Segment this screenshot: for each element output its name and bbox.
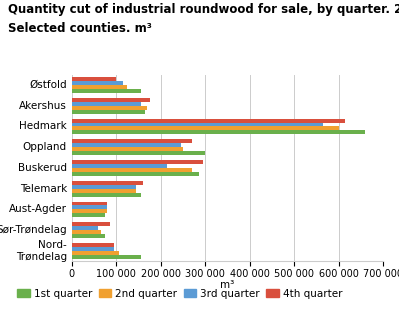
Bar: [72, 230, 101, 234]
Bar: [72, 130, 365, 134]
Bar: [72, 102, 141, 106]
Bar: [72, 81, 123, 85]
Bar: [72, 118, 345, 123]
Bar: [72, 110, 145, 114]
Bar: [72, 247, 114, 251]
X-axis label: m³: m³: [220, 280, 235, 290]
Bar: [72, 226, 99, 230]
Bar: [72, 181, 143, 185]
Text: Selected counties. m³: Selected counties. m³: [8, 22, 152, 35]
Bar: [72, 77, 116, 81]
Bar: [72, 251, 119, 255]
Bar: [72, 164, 168, 168]
Bar: [72, 234, 105, 238]
Bar: [72, 243, 114, 247]
Bar: [72, 85, 127, 89]
Bar: [72, 209, 107, 213]
Legend: 1st quarter, 2nd quarter, 3rd quarter, 4th quarter: 1st quarter, 2nd quarter, 3rd quarter, 4…: [13, 284, 346, 303]
Bar: [72, 255, 141, 259]
Bar: [72, 151, 205, 155]
Bar: [72, 160, 203, 164]
Bar: [72, 202, 107, 206]
Bar: [72, 127, 339, 130]
Bar: [72, 172, 199, 176]
Bar: [72, 147, 183, 151]
Bar: [72, 143, 181, 147]
Bar: [72, 185, 136, 189]
Bar: [72, 98, 150, 102]
Text: Quantity cut of industrial roundwood for sale, by quarter. 2010*.: Quantity cut of industrial roundwood for…: [8, 3, 399, 16]
Bar: [72, 168, 192, 172]
Bar: [72, 139, 192, 143]
Bar: [72, 89, 141, 93]
Bar: [72, 123, 323, 127]
Bar: [72, 206, 107, 209]
Bar: [72, 213, 105, 217]
Bar: [72, 106, 147, 110]
Bar: [72, 222, 110, 226]
Bar: [72, 189, 136, 193]
Bar: [72, 193, 141, 197]
